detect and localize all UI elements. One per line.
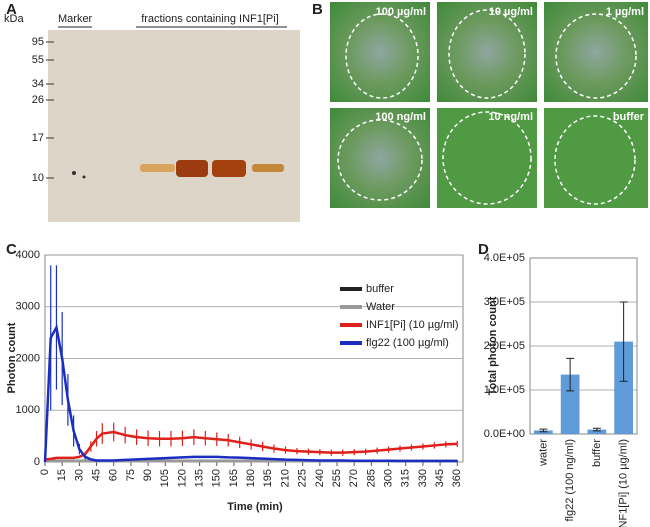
y-tick-label: 4.0E+05: [484, 252, 525, 264]
y-tick-label: 2.0E+05: [484, 340, 525, 352]
marker-ticks: [46, 41, 54, 179]
legend-label: INF1[Pi] (10 µg/ml): [366, 319, 459, 331]
panel-label: C: [6, 241, 17, 258]
x-tick-label: 180: [245, 469, 257, 487]
x-tick-label: 45: [90, 469, 102, 481]
x-tick-label: 255: [331, 469, 343, 487]
marker-label: 34: [32, 78, 44, 90]
bar: [614, 341, 633, 434]
leaf-label: buffer: [613, 111, 645, 123]
x-tick-label: 135: [194, 469, 206, 487]
y-tick-label: 1000: [16, 404, 40, 416]
x-tick-label: 270: [348, 469, 360, 487]
legend-label: Water: [366, 301, 395, 313]
marker-label: 17: [32, 132, 44, 144]
lane-label: fractions containing INF1[Pi]: [141, 13, 279, 25]
x-tick-label: 315: [400, 469, 412, 487]
y-tick-label: 3.0E+05: [484, 296, 525, 308]
panel-label: A: [6, 1, 17, 18]
x-tick-label: 90: [142, 469, 154, 481]
error-bar: [592, 427, 601, 432]
data-line: [43, 323, 458, 463]
leaf-label: 100 µg/ml: [376, 6, 426, 18]
gel-unit: kDa: [4, 13, 24, 25]
x-tick-label: 75: [125, 469, 137, 481]
panel-label: B: [312, 1, 323, 18]
lane-label: Marker: [58, 13, 93, 25]
x-tick-label: 285: [365, 469, 377, 487]
y-tick-label: 4000: [16, 249, 40, 261]
leaf-label: 10 µg/ml: [489, 6, 533, 18]
plot-area: [529, 257, 638, 435]
y-tick-label: 1.0E+05: [484, 384, 525, 396]
error-bar: [566, 357, 575, 392]
x-tick-label: 345: [434, 469, 446, 487]
panel-label: D: [478, 241, 489, 258]
x-tick-label: 60: [108, 469, 120, 481]
x-axis-label: Time (min): [227, 501, 283, 513]
y-axis-label: Photon count: [6, 322, 18, 393]
leaf-label: 100 ng/ml: [375, 111, 426, 123]
x-tick-label: 15: [56, 469, 68, 481]
error-bar: [539, 428, 548, 433]
marker-label: 95: [32, 36, 44, 48]
marker-label: 10: [32, 172, 44, 184]
x-tick-label: INF1[Pi] (10 µg/ml): [618, 439, 630, 527]
x-tick-label: 150: [211, 469, 223, 487]
gel-bands: [72, 160, 284, 179]
x-tick-label: 210: [279, 469, 291, 487]
legend-label: buffer: [366, 283, 394, 295]
x-tick-label: 0: [39, 469, 51, 475]
error-bar: [619, 301, 628, 382]
y-tick-label: 0: [34, 456, 40, 468]
y-axis-label: Total photon count: [487, 296, 499, 395]
x-tick-label: 240: [314, 469, 326, 487]
marker-label: 26: [32, 94, 44, 106]
bar: [587, 429, 607, 434]
marker-label: 55: [32, 54, 44, 66]
x-tick-label: 300: [382, 469, 394, 487]
y-tick-label: 2000: [16, 352, 40, 364]
x-tick-label: 195: [262, 469, 274, 487]
x-tick-label: 105: [159, 469, 171, 487]
x-tick-label: water: [537, 439, 549, 467]
x-tick-label: 225: [297, 469, 309, 487]
y-tick-label: 3000: [16, 301, 40, 313]
x-tick-label: 120: [176, 469, 188, 487]
x-tick-label: 330: [417, 469, 429, 487]
x-tick-label: flg22 (100 ng/ml): [564, 439, 576, 522]
x-tick-label: 360: [451, 469, 463, 487]
leaf-photos: [330, 2, 648, 208]
bar: [560, 374, 580, 434]
leaf-label: 1 µg/ml: [606, 6, 644, 18]
leaf-label: 10 ng/ml: [488, 111, 533, 123]
legend-label: flg22 (100 µg/ml): [366, 337, 449, 349]
x-tick-label: 30: [73, 469, 85, 481]
y-tick-label: 0.0E+00: [484, 428, 525, 440]
x-tick-label: 165: [228, 469, 240, 487]
x-tick-label: buffer: [591, 439, 603, 467]
gel-image: [48, 30, 300, 222]
